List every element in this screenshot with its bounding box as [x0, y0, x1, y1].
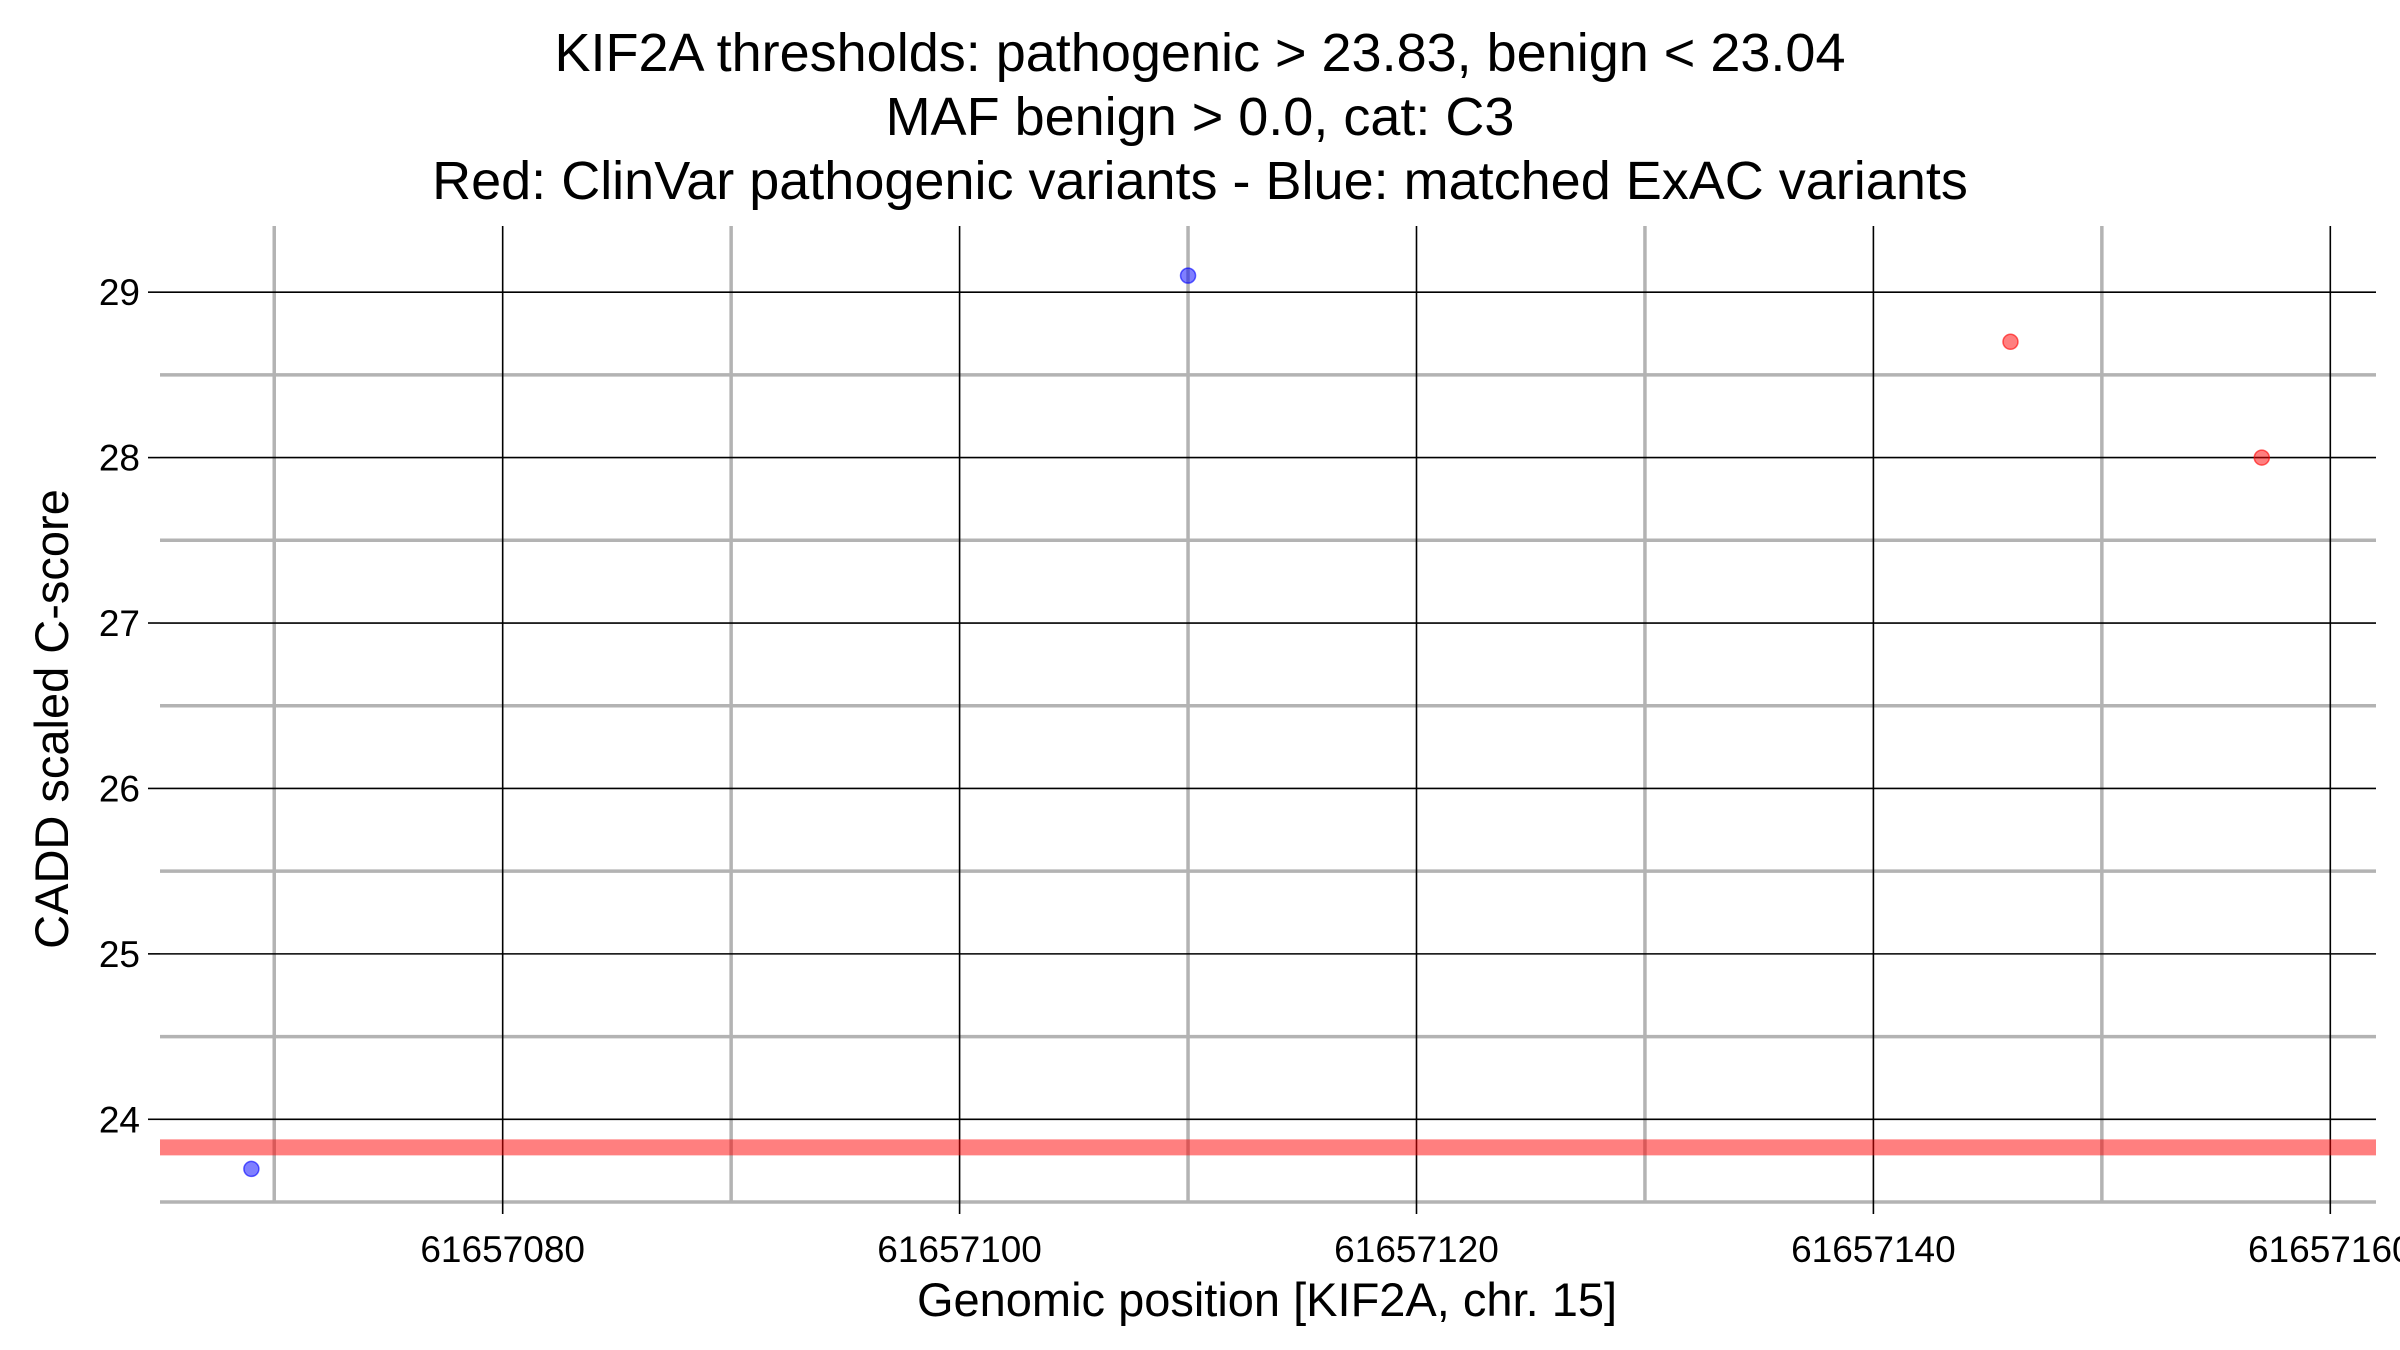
y-tick-label-0: 24 [99, 1099, 140, 1140]
x-tick-label-4: 61657160 [2248, 1229, 2400, 1270]
x-tick-label-1: 61657100 [877, 1229, 1042, 1270]
data-point-s0-0 [2002, 333, 2019, 351]
tick-labels: 61657080 61657100 61657120 61657140 61657160… [99, 272, 2400, 1270]
data-points [243, 267, 2271, 1178]
y-axis-label: CADD scaled C-score [25, 489, 78, 949]
data-point-s1-1 [243, 1160, 260, 1178]
x-tick-label-0: 61657080 [420, 1229, 585, 1270]
x-axis-label: Genomic position [KIF2A, chr. 15] [917, 1273, 1617, 1326]
axis-ticks [148, 291, 2332, 1214]
major-gridlines [160, 226, 2376, 1202]
y-tick-label-2: 26 [99, 768, 140, 809]
minor-gridlines [160, 226, 2376, 1204]
y-tick-label-4: 28 [99, 438, 140, 479]
chart-title-line-2: MAF benign > 0.0, cat: C3 [885, 87, 1515, 147]
y-tick-label-3: 27 [99, 603, 140, 644]
chart-title-line-1: KIF2A thresholds: pathogenic > 23.83, be… [554, 23, 1846, 83]
x-tick-label-3: 61657140 [1791, 1229, 1956, 1270]
x-tick-label-2: 61657120 [1334, 1229, 1499, 1270]
y-tick-label-1: 25 [99, 934, 140, 975]
chart-title-line-3: Red: ClinVar pathogenic variants - Blue:… [432, 151, 1968, 211]
y-tick-label-5: 29 [99, 272, 140, 313]
data-point-s0-1 [2253, 449, 2271, 466]
data-point-s1-0 [1179, 267, 1197, 284]
